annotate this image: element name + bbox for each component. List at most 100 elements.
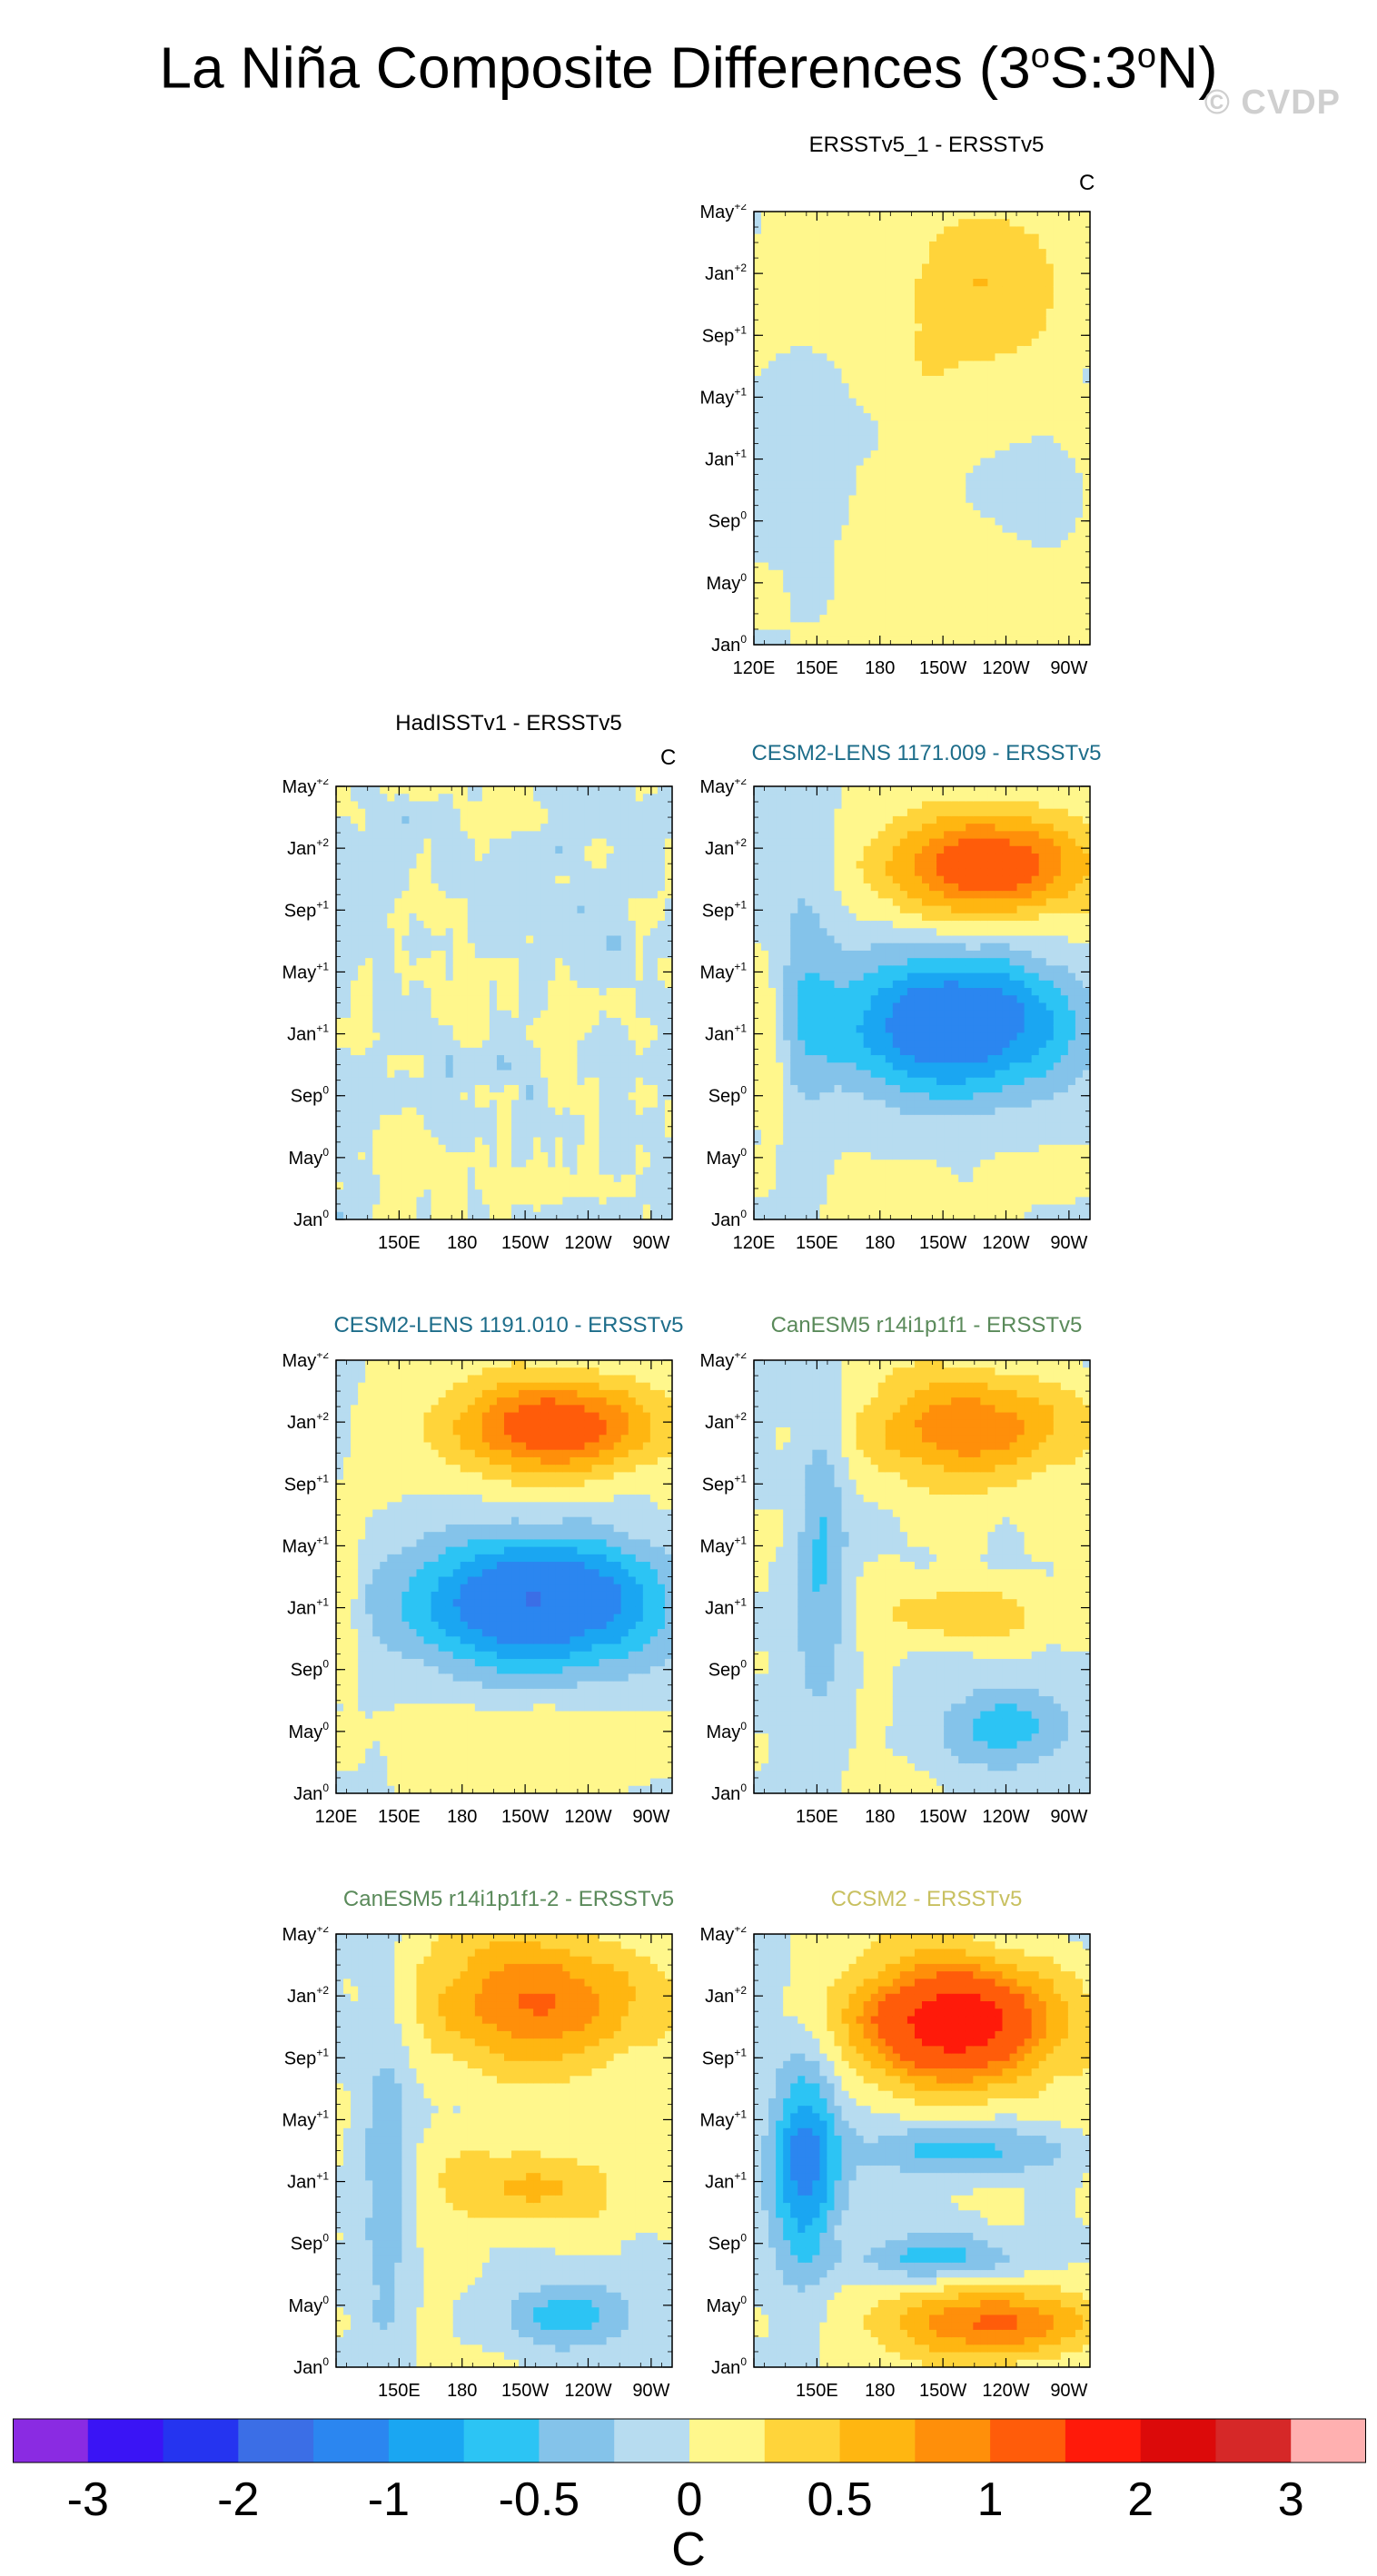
heatmap-cell — [899, 390, 908, 400]
heatmap-cell — [591, 1025, 600, 1033]
heatmap-cell — [380, 928, 388, 937]
heatmap-cell — [819, 233, 828, 242]
heatmap-cell — [834, 509, 843, 518]
heatmap-cell — [958, 450, 966, 459]
heatmap-cell — [944, 249, 952, 257]
heatmap-cell — [856, 353, 865, 362]
heatmap-cell — [555, 980, 563, 989]
heatmap-cell — [445, 1017, 454, 1026]
heatmap-cell — [555, 854, 563, 862]
heatmap-cell — [423, 1084, 432, 1093]
heatmap-cell — [489, 1100, 498, 1109]
heatmap-cell — [409, 1047, 418, 1056]
heatmap-cell — [776, 256, 784, 265]
heatmap-cell — [394, 1055, 402, 1063]
heatmap-cell — [805, 331, 813, 340]
heatmap-cell — [431, 972, 440, 982]
heatmap-cell — [922, 301, 930, 310]
heatmap-cell — [980, 219, 988, 228]
heatmap-cell — [805, 263, 813, 272]
heatmap-cell — [438, 875, 447, 884]
x-tick-label: 150W — [919, 658, 966, 678]
heatmap-cell — [761, 428, 769, 437]
heatmap-cell — [555, 995, 563, 1004]
heatmap-cell — [474, 875, 483, 884]
heatmap-cell — [1009, 316, 1018, 324]
heatmap-cell — [474, 891, 483, 899]
heatmap-cell — [1082, 286, 1091, 295]
heatmap-cell — [936, 360, 945, 370]
heatmap-cell — [870, 555, 879, 564]
heatmap-cell — [812, 286, 820, 295]
heatmap-cell — [599, 801, 608, 810]
heatmap-cell — [790, 420, 798, 429]
heatmap-cell — [416, 1010, 425, 1019]
heatmap-cell — [863, 308, 872, 317]
heatmap-cell — [973, 450, 981, 459]
heatmap-cell — [555, 1017, 563, 1026]
heatmap-cell — [394, 1137, 402, 1146]
heatmap-cell — [906, 435, 916, 444]
heatmap-cell — [409, 1062, 418, 1071]
heatmap-cell — [1053, 331, 1062, 340]
heatmap-cell — [768, 495, 777, 504]
heatmap-cell — [467, 921, 476, 929]
heatmap-cell — [848, 219, 857, 228]
heatmap-cell — [577, 868, 586, 877]
heatmap-cell — [914, 607, 923, 616]
heatmap-cell — [973, 256, 981, 265]
heatmap-cell — [380, 824, 388, 832]
heatmap-cell — [980, 323, 988, 332]
heatmap-cell — [548, 965, 556, 974]
heatmap-cell — [966, 472, 974, 481]
heatmap-cell — [394, 913, 402, 922]
heatmap-cell — [987, 428, 996, 437]
heatmap-cell — [504, 1204, 512, 1213]
heatmap-cell — [892, 435, 901, 444]
heatmap-cell — [489, 1189, 498, 1198]
heatmap-cell — [768, 263, 777, 272]
heatmap-cell — [841, 495, 850, 504]
heatmap-cell — [790, 577, 798, 586]
heatmap-cell — [423, 995, 432, 1004]
heatmap-cell — [980, 488, 988, 497]
heatmap-cell — [387, 943, 395, 952]
heatmap-cell — [570, 1040, 579, 1049]
heatmap-cell — [877, 293, 887, 302]
heatmap-cell — [474, 1077, 483, 1086]
heatmap-cell — [1053, 338, 1062, 347]
heatmap-cell — [409, 815, 418, 824]
heatmap-cell — [519, 935, 527, 944]
heatmap-cell — [980, 271, 988, 280]
heatmap-cell — [351, 1017, 359, 1026]
heatmap-cell — [372, 950, 381, 959]
heatmap-cell — [496, 831, 505, 840]
heatmap-cell — [863, 435, 872, 444]
heatmap-cell — [570, 1047, 579, 1056]
heatmap-cell — [467, 1144, 476, 1153]
heatmap-cell — [460, 1092, 469, 1101]
heatmap-cell — [877, 585, 887, 594]
heatmap-cell — [1075, 539, 1084, 548]
heatmap-cell — [577, 1122, 586, 1130]
heatmap-cell — [452, 1107, 461, 1116]
heatmap-cell — [431, 1107, 440, 1116]
heatmap-cell — [438, 1204, 447, 1213]
heatmap-cell — [966, 323, 974, 332]
heatmap-cell — [1060, 249, 1069, 257]
heatmap-cell — [394, 1070, 402, 1079]
heatmap-cell — [460, 1084, 469, 1093]
heatmap-cell — [1075, 472, 1084, 481]
heatmap-cell — [365, 854, 373, 862]
heatmap-cell — [754, 390, 762, 400]
heatmap-cell — [394, 883, 402, 892]
heatmap-cell — [467, 794, 476, 803]
heatmap-cell — [1016, 569, 1025, 578]
heatmap-cell — [562, 875, 570, 884]
heatmap-cell — [834, 622, 843, 631]
heatmap-cell — [496, 854, 505, 862]
heatmap-cell — [533, 1174, 541, 1183]
heatmap-cell — [1082, 458, 1091, 467]
heatmap-cell — [987, 502, 996, 511]
heatmap-cell — [834, 413, 843, 421]
